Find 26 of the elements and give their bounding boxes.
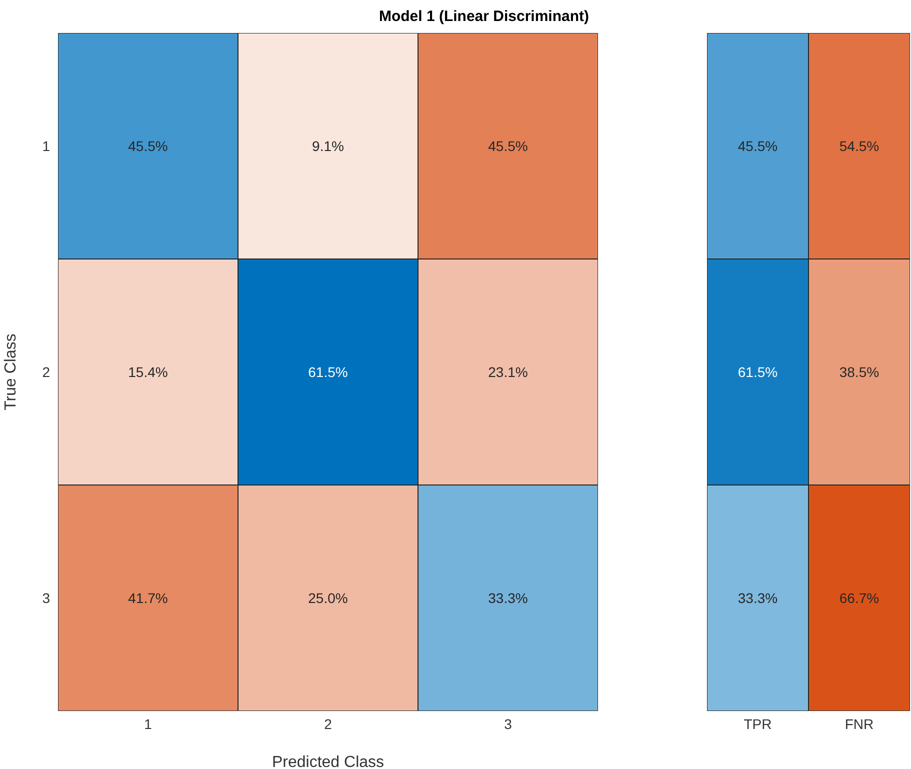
y-tick-label: 2 — [42, 364, 50, 380]
chart-title: Model 1 (Linear Discriminant) — [378, 8, 590, 25]
data-label: 66.7% — [839, 590, 880, 606]
x-tick-label: FNR — [844, 716, 874, 732]
data-label: 45.5% — [738, 138, 778, 154]
y-tick-label: 1 — [42, 138, 50, 154]
x-tick-label: 1 — [144, 716, 152, 732]
data-label: 33.3% — [488, 590, 528, 606]
data-label: 61.5% — [738, 364, 778, 380]
data-label: 61.5% — [308, 364, 348, 380]
data-label: 23.1% — [488, 364, 528, 380]
data-label: 45.5% — [128, 138, 168, 154]
x-tick-label: 2 — [324, 716, 332, 732]
data-label: 38.5% — [839, 364, 880, 380]
data-label: 54.5% — [839, 138, 880, 154]
x-tick-label: 3 — [504, 716, 512, 732]
y-tick-label: 3 — [42, 590, 50, 606]
y-axis-title: True Class — [2, 334, 20, 410]
data-label: 9.1% — [312, 138, 344, 154]
x-tick-label: TPR — [744, 716, 772, 732]
data-label: 15.4% — [128, 364, 168, 380]
data-label: 25.0% — [308, 590, 348, 606]
data-label: 41.7% — [128, 590, 168, 606]
x-axis-title: Predicted Class — [272, 754, 384, 769]
data-label: 33.3% — [738, 590, 778, 606]
data-label: 45.5% — [488, 138, 528, 154]
